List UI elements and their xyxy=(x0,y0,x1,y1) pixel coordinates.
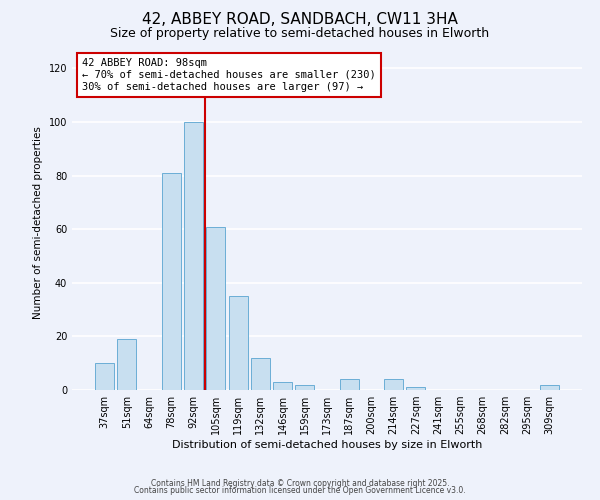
Bar xyxy=(540,384,559,390)
Text: 42 ABBEY ROAD: 98sqm
← 70% of semi-detached houses are smaller (230)
30% of semi: 42 ABBEY ROAD: 98sqm ← 70% of semi-detac… xyxy=(82,58,376,92)
Bar xyxy=(384,380,403,390)
Text: Contains public sector information licensed under the Open Government Licence v3: Contains public sector information licen… xyxy=(134,486,466,495)
Bar xyxy=(229,296,248,390)
Bar xyxy=(340,380,359,390)
Bar xyxy=(184,122,203,390)
Bar xyxy=(406,388,425,390)
Bar xyxy=(118,339,136,390)
Bar xyxy=(295,384,314,390)
Text: Contains HM Land Registry data © Crown copyright and database right 2025.: Contains HM Land Registry data © Crown c… xyxy=(151,478,449,488)
Bar xyxy=(251,358,270,390)
Bar xyxy=(162,173,181,390)
Bar xyxy=(273,382,292,390)
Y-axis label: Number of semi-detached properties: Number of semi-detached properties xyxy=(33,126,43,319)
Text: 42, ABBEY ROAD, SANDBACH, CW11 3HA: 42, ABBEY ROAD, SANDBACH, CW11 3HA xyxy=(142,12,458,28)
Text: Size of property relative to semi-detached houses in Elworth: Size of property relative to semi-detach… xyxy=(110,28,490,40)
Bar xyxy=(206,226,225,390)
X-axis label: Distribution of semi-detached houses by size in Elworth: Distribution of semi-detached houses by … xyxy=(172,440,482,450)
Bar xyxy=(95,363,114,390)
